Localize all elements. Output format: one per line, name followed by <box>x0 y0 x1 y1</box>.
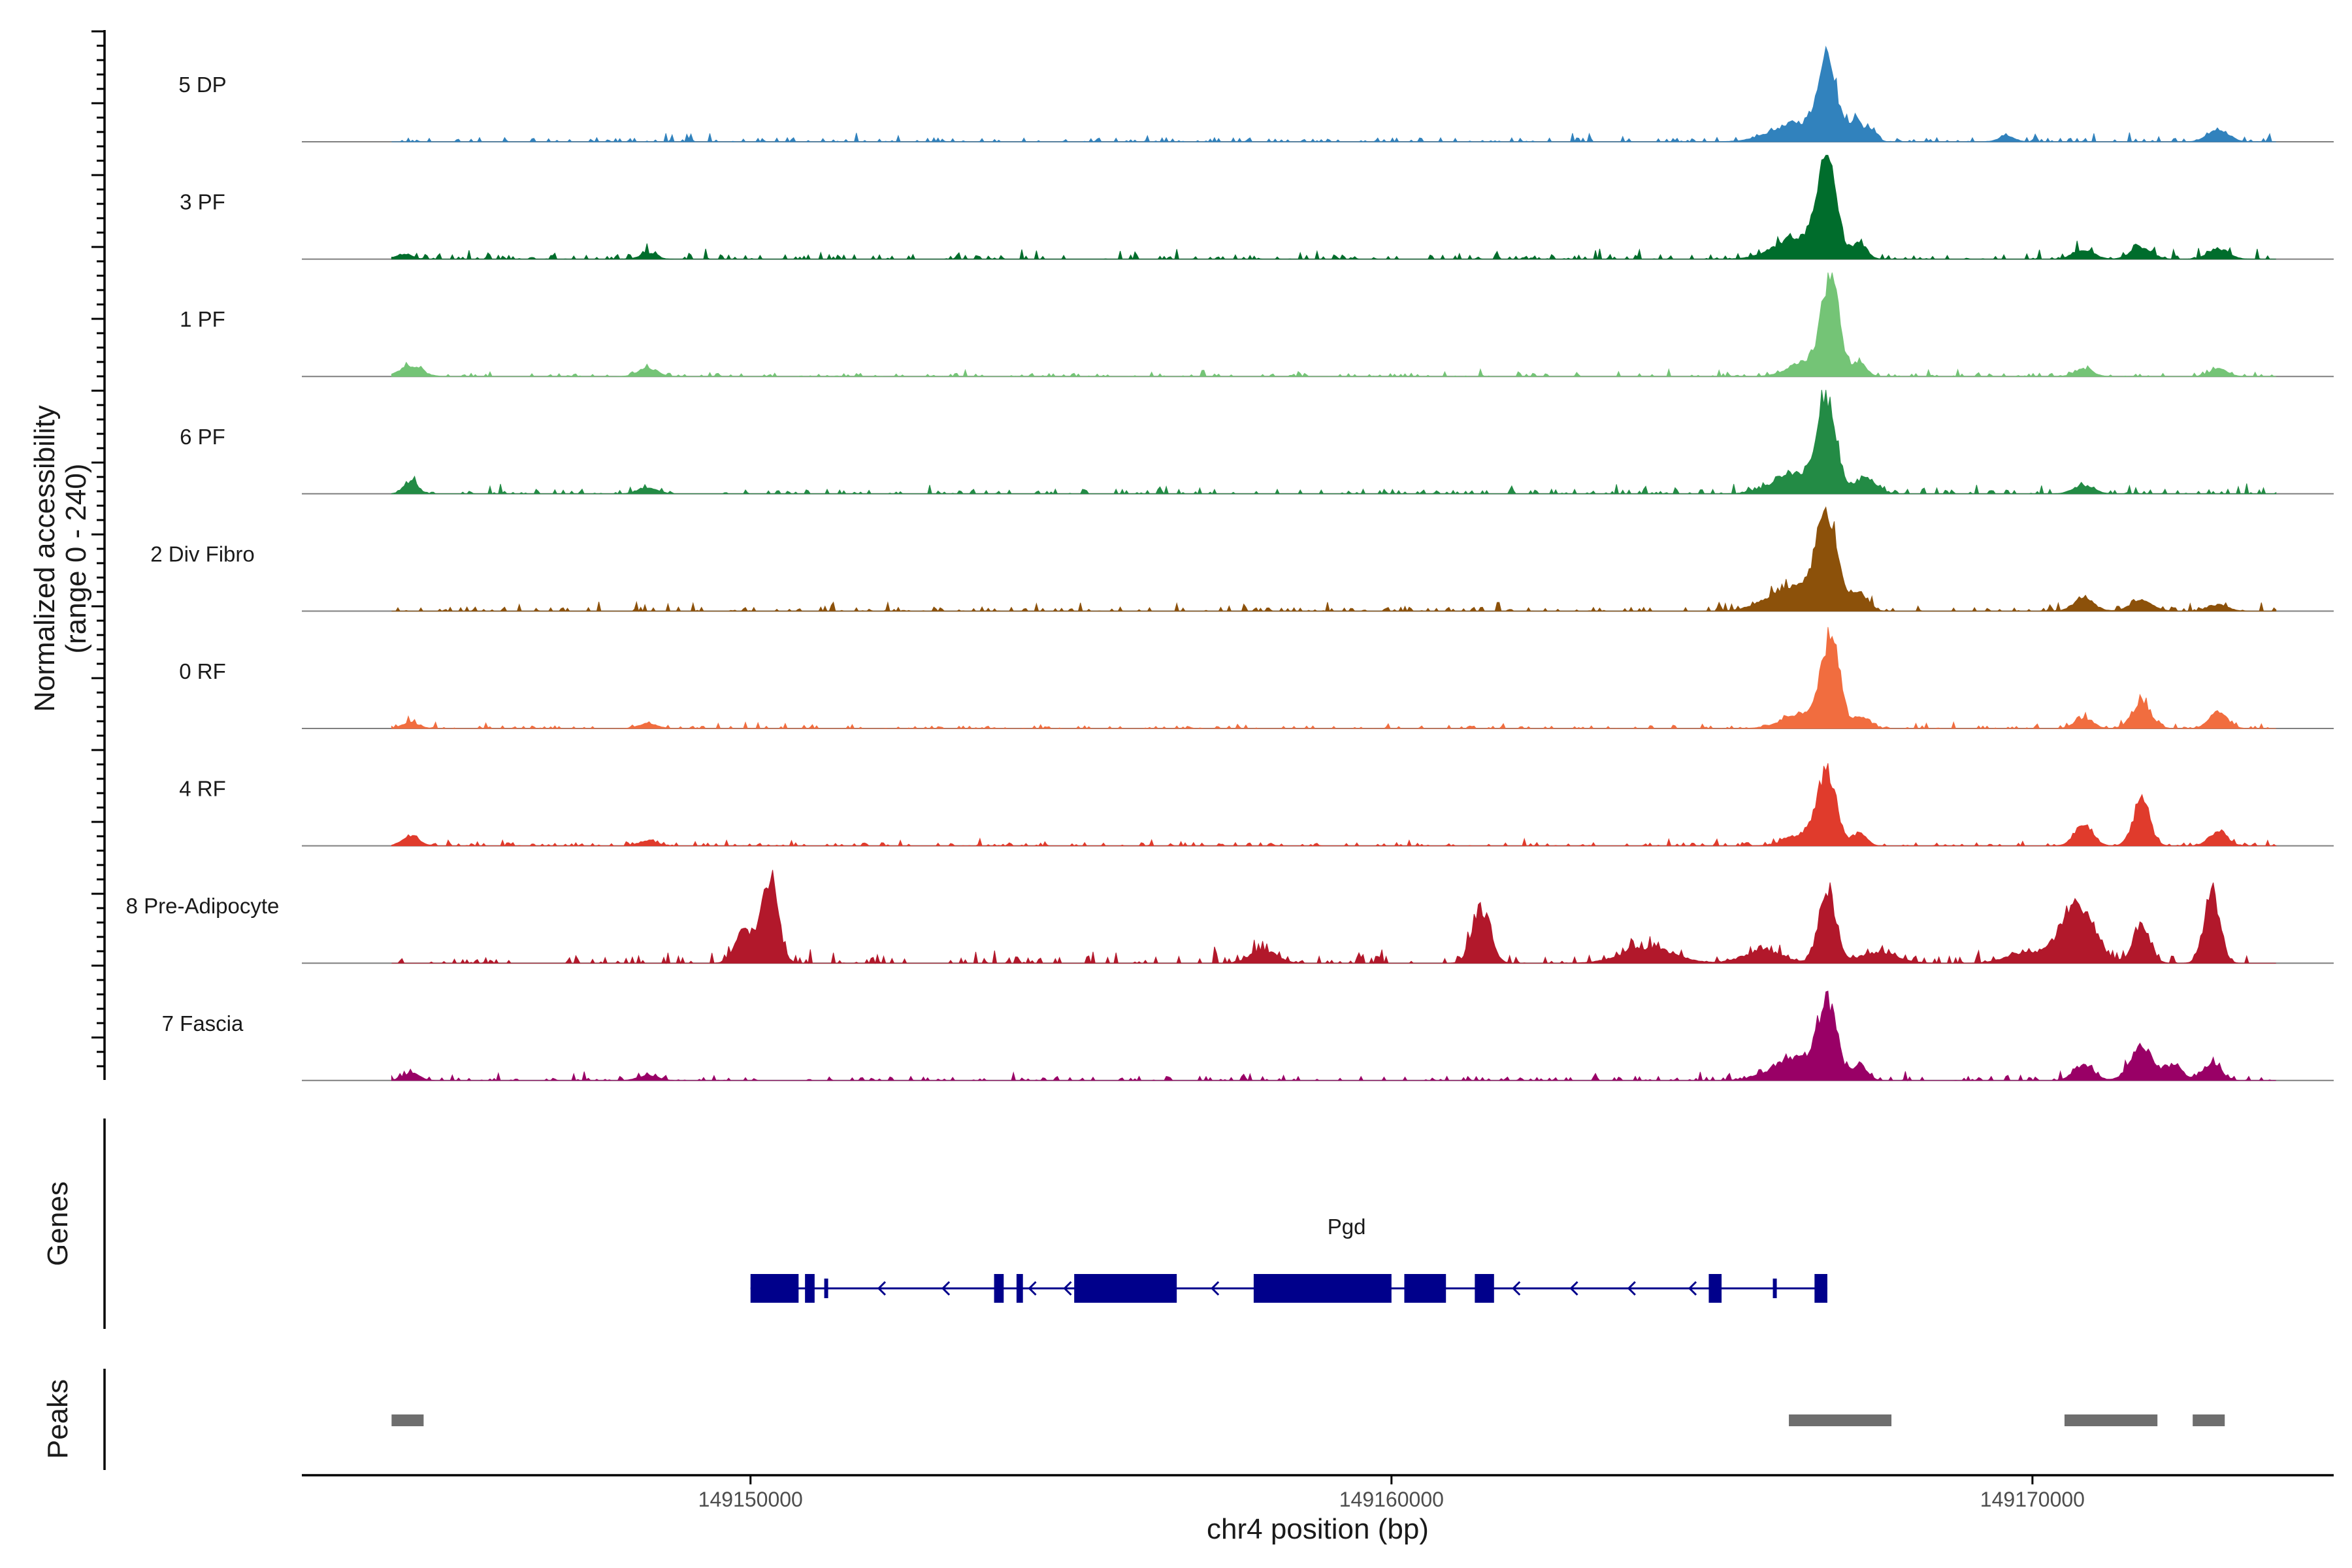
track-3-pf: 3 PF <box>180 155 2334 260</box>
y-axis-title-line1: Normalized accessibility <box>29 405 61 711</box>
track-label: 3 PF <box>180 190 225 214</box>
track-4-rf: 4 RF <box>179 763 2334 847</box>
gene-exon <box>805 1274 815 1303</box>
strand-arrow <box>1627 1281 1636 1296</box>
gene-exon <box>1475 1274 1494 1303</box>
track-8-pre-adipocyte: 8 Pre-Adipocyte <box>126 870 2334 965</box>
gene-exon <box>1253 1274 1392 1303</box>
coverage-area <box>391 990 2276 1082</box>
track-label: 7 Fascia <box>162 1011 244 1036</box>
strand-arrow <box>1211 1281 1220 1296</box>
gene-exon <box>1708 1274 1722 1303</box>
x-axis-ticks: 149150000 149160000 149170000 <box>698 1475 2085 1511</box>
track-label: 1 PF <box>180 307 225 331</box>
gene-exon <box>1814 1274 1827 1303</box>
peak-bar <box>2193 1414 2225 1426</box>
gene-exon <box>1016 1274 1023 1303</box>
coverage-area <box>391 506 2277 612</box>
strand-arrow <box>1063 1281 1072 1296</box>
track-label: 2 Div Fibro <box>150 542 255 566</box>
x-tick-label: 149170000 <box>1980 1488 2085 1511</box>
y-axis-title-line2: (range 0 - 240) <box>60 463 92 653</box>
strand-arrow <box>1028 1281 1037 1296</box>
genes-section-label: Genes <box>42 1181 74 1266</box>
gene-exon <box>1772 1279 1777 1298</box>
x-axis-title: chr4 position (bp) <box>1207 1513 1429 1545</box>
track-label: 5 DP <box>178 73 226 97</box>
gene-label: Pgd <box>1328 1215 1366 1239</box>
track-7-fascia: 7 Fascia <box>162 990 2334 1082</box>
peaks-section-label: Peaks <box>42 1379 74 1459</box>
peak-bar <box>1789 1414 1892 1426</box>
strand-arrow <box>877 1281 887 1296</box>
peak-bar <box>2064 1414 2158 1426</box>
track-5-dp: 5 DP <box>178 45 2334 143</box>
track-2-div-fibro: 2 Div Fibro <box>150 506 2334 612</box>
coverage-tracks: 5 DP 3 PF 1 PF 6 PF 2 Div Fibro 0 RF 4 RF 8 Pre… <box>126 45 2334 1082</box>
gene-exon <box>1404 1274 1446 1303</box>
x-tick-label: 149150000 <box>698 1488 803 1511</box>
tracks-y-axis-ticks <box>91 30 105 1068</box>
coverage-area <box>391 870 2276 965</box>
coverage-area <box>391 45 2276 143</box>
peak-regions <box>391 1414 2225 1426</box>
strand-arrow <box>941 1281 951 1296</box>
coverage-area <box>391 763 2278 847</box>
track-6-pf: 6 PF <box>180 389 2334 495</box>
coverage-area <box>391 627 2276 729</box>
strand-arrow <box>1512 1281 1521 1296</box>
gene-exon <box>1074 1274 1177 1303</box>
x-tick-label: 149160000 <box>1339 1488 1444 1511</box>
peak-bar <box>391 1414 424 1426</box>
gene-exon <box>994 1274 1004 1303</box>
coverage-area <box>391 272 2276 378</box>
gene-annotation: Pgd <box>750 1215 1827 1303</box>
coverage-area <box>391 155 2276 260</box>
track-0-rf: 0 RF <box>179 627 2334 729</box>
track-label: 4 RF <box>179 777 226 801</box>
strand-arrow <box>1688 1281 1697 1296</box>
strand-arrow <box>1569 1281 1578 1296</box>
track-label: 0 RF <box>179 659 226 683</box>
gene-exon <box>750 1274 799 1303</box>
track-label: 8 Pre-Adipocyte <box>126 894 280 918</box>
gene-exon <box>824 1279 828 1298</box>
track-label: 6 PF <box>180 425 225 449</box>
coverage-area <box>391 389 2277 495</box>
track-1-pf: 1 PF <box>180 272 2334 378</box>
